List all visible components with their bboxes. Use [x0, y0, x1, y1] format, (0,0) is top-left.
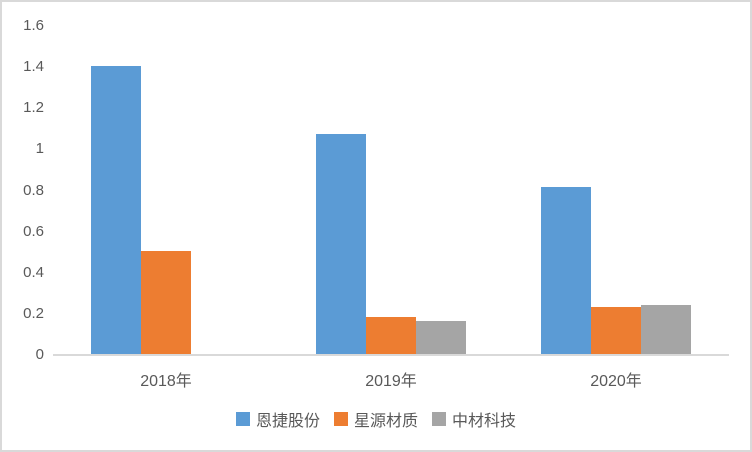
- legend-label: 中材科技: [452, 413, 517, 430]
- bar-中材科技-2020年: [641, 305, 691, 354]
- legend-label: 星源材质: [353, 413, 418, 430]
- y-axis-tick-label: 0.6: [23, 222, 44, 240]
- bar-中材科技-2019年: [416, 321, 466, 354]
- y-axis-tick-label: 1.6: [23, 17, 44, 34]
- y-axis-tick-label: 0.2: [23, 304, 44, 322]
- bar-星源材质-2019年: [366, 317, 416, 354]
- bar-恩捷股份-2019年: [316, 134, 366, 354]
- bar-星源材质-2018年: [141, 251, 191, 354]
- bar-恩捷股份-2020年: [541, 187, 591, 354]
- legend: 恩捷股份 星源材质 中材科技: [2, 407, 750, 431]
- legend-item-星源材质: 星源材质: [333, 407, 418, 431]
- x-axis-line: [53, 354, 729, 356]
- y-axis-tick-label: 1.2: [23, 99, 44, 117]
- y-axis-tick-label: 0.8: [23, 181, 44, 199]
- y-axis-tick-label: 1.4: [23, 58, 44, 76]
- bar-恩捷股份-2018年: [91, 66, 141, 354]
- y-axis-tick-label: 1: [35, 140, 44, 158]
- y-axis-tick-label: 0: [35, 346, 44, 363]
- legend-swatch-icon: [432, 412, 446, 426]
- legend-swatch-icon: [235, 412, 250, 426]
- x-axis-category-label: 2018年: [140, 373, 192, 390]
- x-axis-category-label: 2019年: [365, 373, 417, 390]
- bar-星源材质-2020年: [591, 307, 641, 354]
- legend-swatch-icon: [333, 412, 348, 426]
- x-axis-category-label: 2020年: [590, 373, 642, 390]
- legend-item-中材科技: 中材科技: [432, 407, 516, 431]
- legend-item-恩捷股份: 恩捷股份: [235, 407, 320, 431]
- y-axis-tick-label: 0.4: [23, 263, 44, 281]
- legend-label: 恩捷股份: [255, 413, 320, 430]
